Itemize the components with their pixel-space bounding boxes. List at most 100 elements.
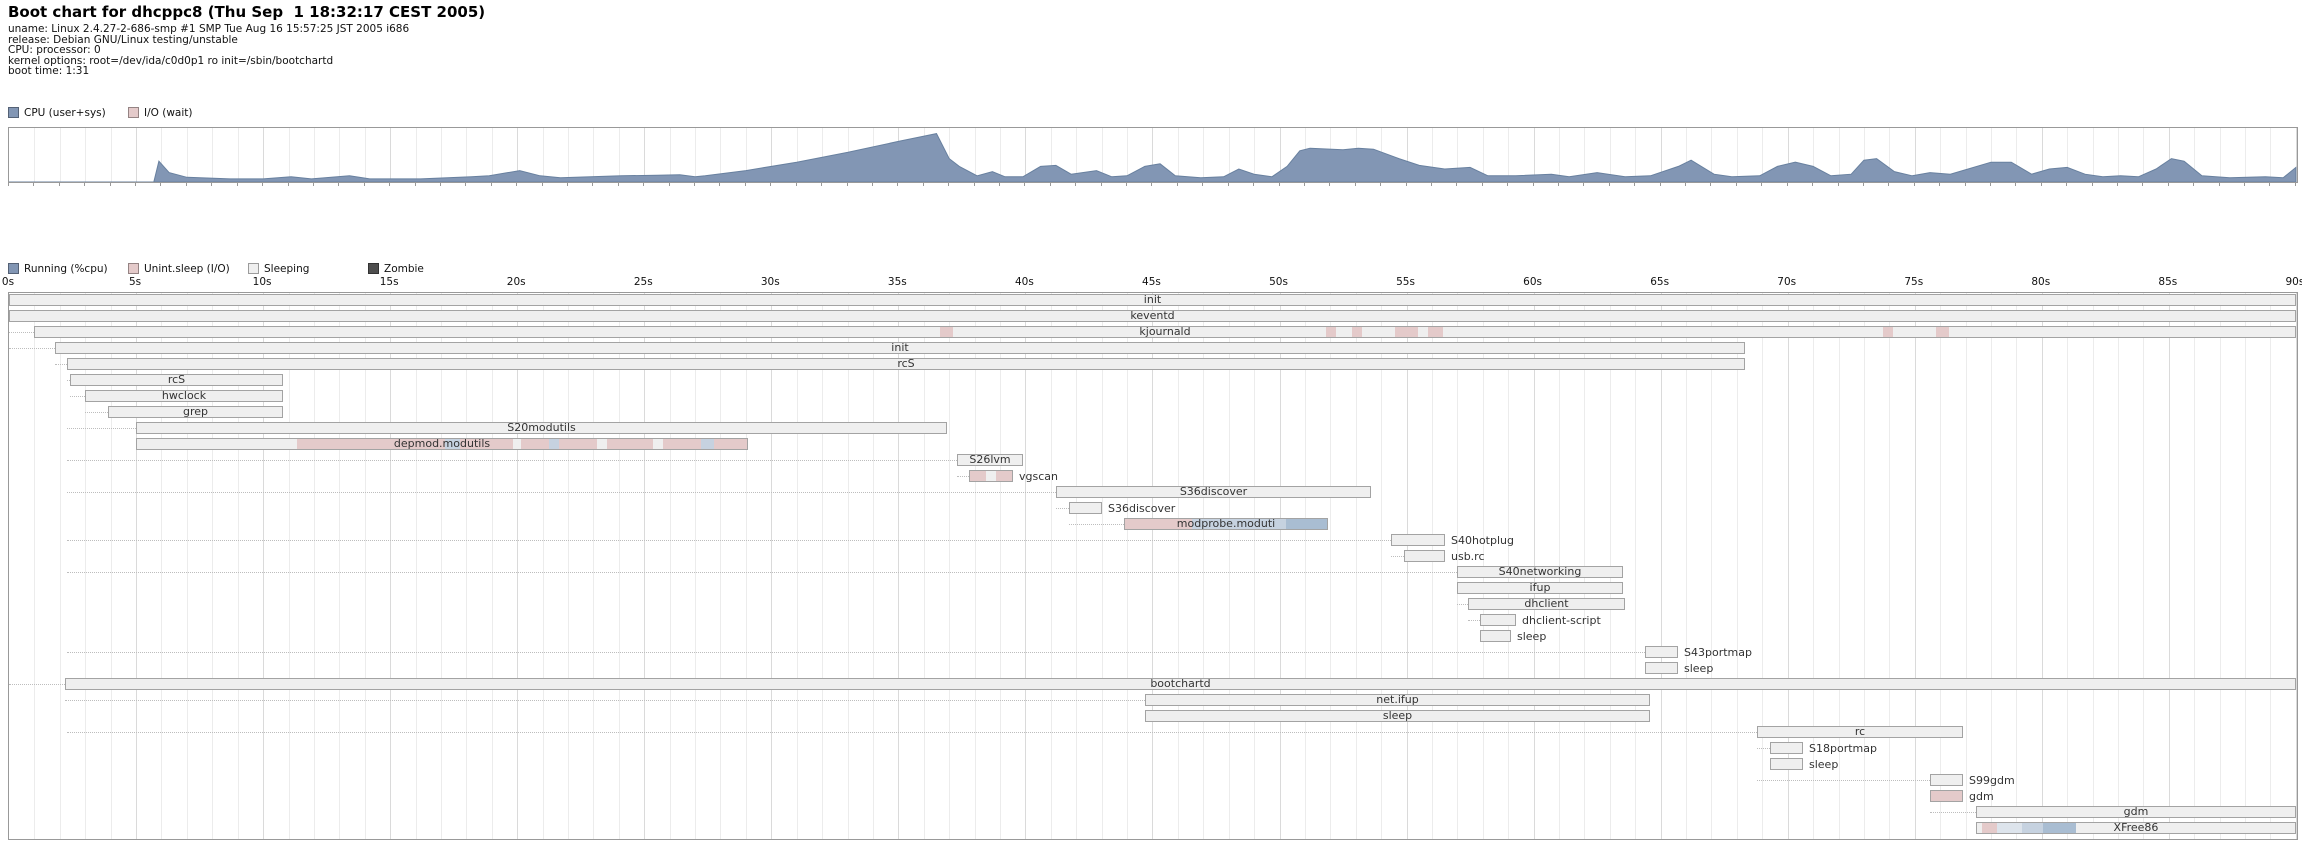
process-chart-legend: Running (%cpu) Unint.sleep (I/O) Sleepin… [0,262,2302,275]
grid-line [187,293,188,839]
cpu-axis-tick [2295,182,2296,186]
process-label: init [891,341,909,354]
cpu-axis-tick [1050,182,1051,186]
grid-line [2118,293,2119,839]
process-bar [1145,694,1650,706]
process-chart-gridlines [9,293,2297,839]
process-row-ifup: ifup [9,581,2297,597]
process-bar-segment-io [940,327,953,337]
grid-line [568,293,569,839]
cpu-axis-tick [2015,182,2016,186]
cpu-axis-tick [1151,182,1152,186]
grid-line [1966,293,1967,839]
cpu-axis-tick [1304,182,1305,186]
process-bar-segment-run_light [549,439,559,449]
grid-line [2270,128,2271,182]
process-connector [67,492,1056,493]
process-label: hwclock [161,389,207,402]
process-bar [1480,614,1516,626]
process-bar [55,342,1745,354]
grid-line [212,293,213,839]
grid-line [949,128,950,182]
process-row-S36discover: S36discover [9,501,2297,517]
grid-line [1991,293,1992,839]
grid-line [466,128,467,182]
grid-line [1686,293,1687,839]
cpu-axis-tick [338,182,339,186]
grid-line [2296,128,2297,182]
grid-line [1076,128,1077,182]
grid-line [136,128,137,182]
process-row-kjournald: kjournald [9,325,2297,341]
grid-line [60,128,61,182]
process-connector [55,364,67,365]
process-row-net.ifup: net.ifup [9,693,2297,709]
process-bar-segment-io [1931,791,1962,801]
cpu-axis-tick [1634,182,1635,186]
grid-line [1839,128,1840,182]
cpu-axis-tick [465,182,466,186]
time-axis: 0s 5s 10s 15s 20s 25s 30s 35s 40s 45s 50s 55s 60s 65s… [0,276,2302,290]
process-bar-segment-io [297,439,445,449]
process-row-gdm: gdm [9,805,2297,821]
grid-line [695,128,696,182]
process-bar [1930,774,1963,786]
cpu-axis-tick [2142,182,2143,186]
process-bar-segment-run [1286,519,1327,529]
grid-line [390,293,391,839]
cpu-axis-tick [1406,182,1407,186]
grid-line [797,128,798,182]
grid-line [1889,128,1890,182]
grid-line [1254,128,1255,182]
process-label: ifup [1529,581,1551,594]
grid-line [1584,128,1585,182]
grid-line [1483,128,1484,182]
grid-line [2270,293,2271,839]
process-row-usb.rc: usb.rc [9,549,2297,565]
grid-line [873,293,874,839]
grid-line [2143,293,2144,839]
process-bar [1976,806,2296,818]
axis-tick-label: 85s [2158,276,2178,288]
grid-line [263,293,264,839]
grid-line [1711,293,1712,839]
process-connector [9,684,65,685]
process-label: sleep [1382,709,1413,722]
cpu-axis-tick [1177,182,1178,186]
process-bar-segment-run_lighter [1997,823,2022,833]
axis-tick-label: 25s [633,276,653,288]
cpu-chart-legend: CPU (user+sys) I/O (wait) [0,106,2302,119]
grid-line [797,293,798,839]
grid-line [543,293,544,839]
grid-line [492,128,493,182]
grid-line [2118,128,2119,182]
grid-line [1280,293,1281,839]
process-label: kjournald [1139,325,1191,338]
axis-tick-label: 0s [1,276,15,288]
legend-label: Sleeping [264,262,310,275]
process-label: keventd [1130,309,1175,322]
cpu-axis-tick [135,182,136,186]
process-bar [70,374,283,386]
cpu-axis-tick [669,182,670,186]
process-bar-segment-run [2043,823,2076,833]
grid-line [1178,293,1179,839]
grid-line [2143,128,2144,182]
process-bar [65,678,2296,690]
process-bar-segment-io [607,439,653,449]
process-bar [108,406,283,418]
process-row-S40networking: S40networking [9,565,2297,581]
process-connector [85,412,108,413]
grid-line [1000,128,1001,182]
process-label: depmod.modutils [393,437,491,450]
grid-line [1889,293,1890,839]
grid-line [2016,293,2017,839]
grid-line [517,293,518,839]
grid-line [136,293,137,839]
process-bar [1930,790,1963,802]
grid-line [2169,128,2170,182]
process-bar-segment-io [663,439,701,449]
process-bar-segment-io [1883,327,1893,337]
cpu-user-sys-swatch-icon [8,107,19,118]
cpu-axis-tick [1507,182,1508,186]
